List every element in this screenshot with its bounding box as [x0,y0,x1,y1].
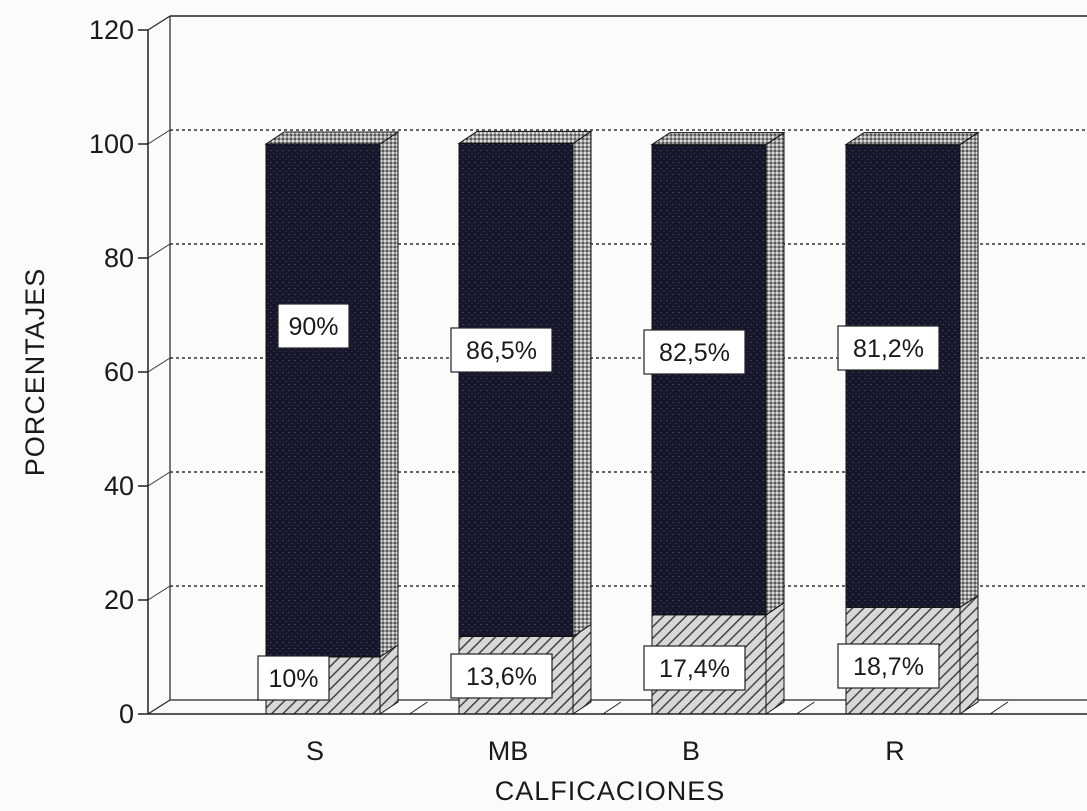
gridline-diagonal [147,129,171,145]
bar-segment [845,144,961,608]
data-label-bg [277,303,350,349]
data-label: 90% [288,313,338,341]
data-label: 81,2% [853,335,924,363]
y-tick-label: 60 [104,357,134,387]
gridline-diagonal [147,243,171,259]
bar-segment [651,144,767,616]
x-axis: S MB B R [148,701,1087,766]
bar-segment-side [379,131,399,658]
bar-segment-side [572,623,592,715]
x-tick-mark [409,701,428,715]
data-label-box: 17,4% [643,645,746,691]
data-label-bg [837,325,940,371]
data-labels: 10% 90% 13,6% 86,5% 17,4% 82,5% 18,7% 81,2% [257,303,940,701]
bar-segment-side [959,131,979,609]
bar-segment-side [572,130,592,638]
bar-top-face [844,132,980,146]
data-label: 17,4% [659,655,730,683]
data-label-box: 82,5% [643,329,746,375]
data-label-box: 18,7% [837,643,940,689]
data-label-box: 81,2% [837,325,940,371]
bar-top-face [457,130,593,144]
data-label-bg [643,329,746,375]
y-tick-label: 40 [104,471,134,501]
y-axis-top-edge [147,15,171,31]
data-label-bg [643,645,746,691]
gridline-diagonal [147,585,171,601]
bar-segment-side [765,131,785,616]
data-label-bg [257,655,330,701]
data-label: 10% [268,665,318,693]
data-label-box: 10% [257,655,330,701]
data-label-box: 86,5% [450,327,553,373]
x-tick-mark [602,701,622,715]
x-category-label: MB [488,736,529,766]
y-axis: 0 20 40 60 80 100 120 [89,15,171,729]
data-label-box: 13,6% [450,653,553,699]
bar-segment-side [959,594,979,715]
bar-segment [265,143,381,658]
y-tick-label: 100 [89,129,134,159]
data-label-bg [837,643,940,689]
x-axis-title: CALFICACIONES [495,776,726,806]
gridline-diagonal [147,357,171,373]
bar-top-face [264,131,400,145]
y-tick-label: 80 [104,243,134,273]
data-label-bg [450,327,553,373]
data-label: 13,6% [466,663,537,691]
x-tick-mark [989,701,1009,715]
bar-segment-side [765,601,785,715]
floor-left-edge [147,699,171,715]
y-tick-label: 20 [104,585,134,615]
gridline-diagonal [147,471,171,487]
bar-segment [458,142,574,637]
data-label: 82,5% [659,339,730,367]
x-tick-mark [796,701,815,715]
x-category-label: R [885,736,905,766]
data-label: 86,5% [466,337,537,365]
bar-top-face [650,132,786,146]
data-label-box: 90% [277,303,350,349]
data-label: 18,7% [853,653,924,681]
y-tick-label: 120 [89,15,134,45]
x-category-label: B [682,736,700,766]
bars [264,130,980,715]
data-label-bg [450,653,553,699]
y-tick-label: 0 [119,699,134,729]
y-axis-title: PORCENTAJES [20,268,50,477]
x-category-label: S [306,736,324,766]
